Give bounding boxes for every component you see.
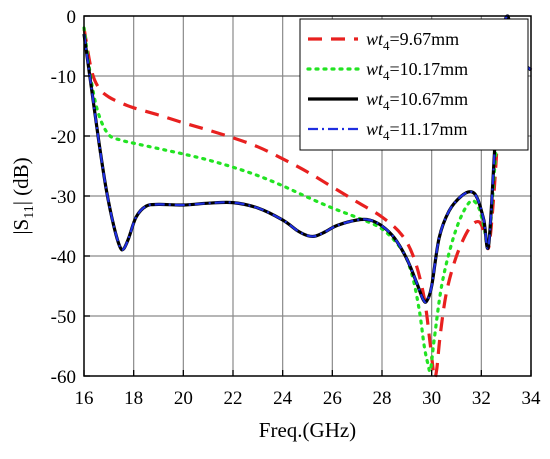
x-tick-label: 22 [224, 388, 243, 409]
y-tick-label: -10 [51, 67, 76, 88]
series-line-4 [82, 14, 532, 304]
x-tick-label: 16 [75, 388, 94, 409]
x-axis-title: Freq.(GHz) [259, 418, 356, 442]
y-tick-label: 0 [67, 7, 77, 28]
legend-label: wt4=11.17mm [366, 119, 468, 143]
legend-label: wt4=9.67mm [366, 29, 459, 53]
x-tick-label: 34 [522, 388, 542, 409]
y-axis-title: |S11| (dB) [9, 157, 37, 234]
series-lines [82, 14, 533, 380]
x-tick-label: 28 [373, 388, 392, 409]
y-tick-label: -60 [51, 367, 76, 388]
y-tick-label: -30 [51, 187, 76, 208]
y-axis-title-main: |S [9, 219, 33, 235]
legend-label: wt4=10.67mm [366, 89, 468, 113]
y-axis-title-sub: 11 [22, 205, 37, 218]
y-axis-title-end: | (dB) [9, 157, 33, 205]
x-tick-label: 18 [124, 388, 143, 409]
x-tick-label: 32 [472, 388, 491, 409]
y-tick-label: -50 [51, 307, 76, 328]
y-tick-label: -20 [51, 127, 76, 148]
x-tick-label: 24 [273, 388, 293, 409]
x-tick-label: 20 [174, 388, 193, 409]
legend-label: wt4=10.17mm [366, 59, 468, 83]
y-tick-label: -40 [51, 247, 76, 268]
x-tick-label: 30 [422, 388, 441, 409]
x-tick-label: 26 [323, 388, 342, 409]
legend: wt4=9.67mm wt4=10.17mm wt4=10.67mm wt4=11.1… [299, 18, 529, 151]
axis-ticks: 16 18 20 22 24 26 28 30 32 34 0 -10 -20 -30 -40 -50 -60 [51, 7, 541, 409]
